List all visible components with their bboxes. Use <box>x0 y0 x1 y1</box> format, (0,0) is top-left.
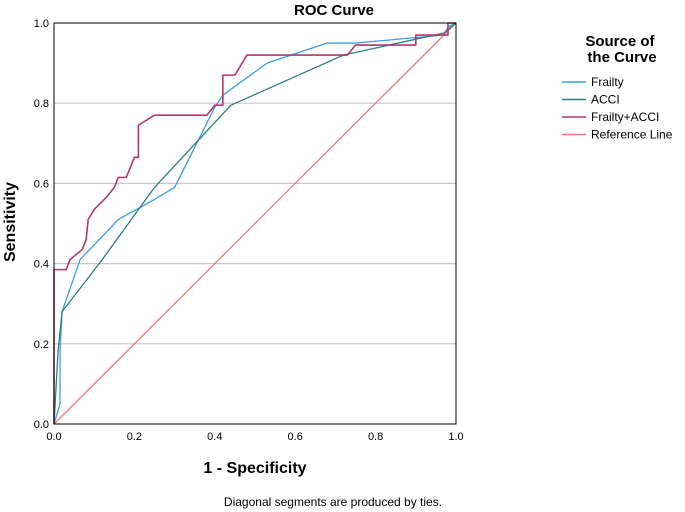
y-tick-label: 0.2 <box>34 339 49 351</box>
legend-title-line-2: the Curve <box>587 49 656 66</box>
x-tick-label: 1.0 <box>448 431 463 443</box>
gridlines <box>54 102 456 345</box>
y-axis-label: Sensitivity <box>2 182 19 262</box>
x-tick-label: 0.4 <box>207 431 222 443</box>
legend-label-frailty: Frailty <box>591 75 624 89</box>
legend-title: Source of the Curve <box>585 33 658 66</box>
y-tick-labels: 0.0 0.2 0.4 0.6 0.8 1.0 <box>34 18 49 431</box>
x-tick-label: 0.6 <box>288 431 303 443</box>
y-tick-label: 0.4 <box>34 259 49 271</box>
series-line-reference-line <box>53 22 457 425</box>
y-tick-label: 0.0 <box>34 419 49 431</box>
legend-items: Frailty ACCI Frailty+ACCI Reference Line <box>562 75 673 142</box>
legend-label-acci: ACCI <box>591 93 620 107</box>
y-tick-label: 0.8 <box>34 98 49 110</box>
x-tick-label: 0.0 <box>46 431 61 443</box>
plot-frame <box>53 22 457 425</box>
legend-title-line-1: Source of <box>585 33 655 50</box>
chart-title: ROC Curve <box>294 2 374 19</box>
series-line-frailty-acci <box>53 22 456 424</box>
x-tick-labels: 0.0 0.2 0.4 0.6 0.8 1.0 <box>46 431 463 443</box>
series-lines <box>53 22 457 425</box>
y-tick-label: 1.0 <box>34 18 49 30</box>
y-tick-label: 0.6 <box>34 178 49 190</box>
x-tick-label: 0.2 <box>127 431 142 443</box>
legend-label-reference-line: Reference Line <box>591 128 673 142</box>
legend-label-frailty-acci: Frailty+ACCI <box>591 110 659 124</box>
footnote: Diagonal segments are produced by ties. <box>224 495 442 509</box>
x-axis-label: 1 - Specificity <box>203 460 306 477</box>
series-line-frailty <box>53 22 457 425</box>
series-line-acci <box>53 22 457 425</box>
x-tick-label: 0.8 <box>368 431 383 443</box>
legend: Source of the Curve Frailty ACCI Frailty+A… <box>562 33 673 142</box>
